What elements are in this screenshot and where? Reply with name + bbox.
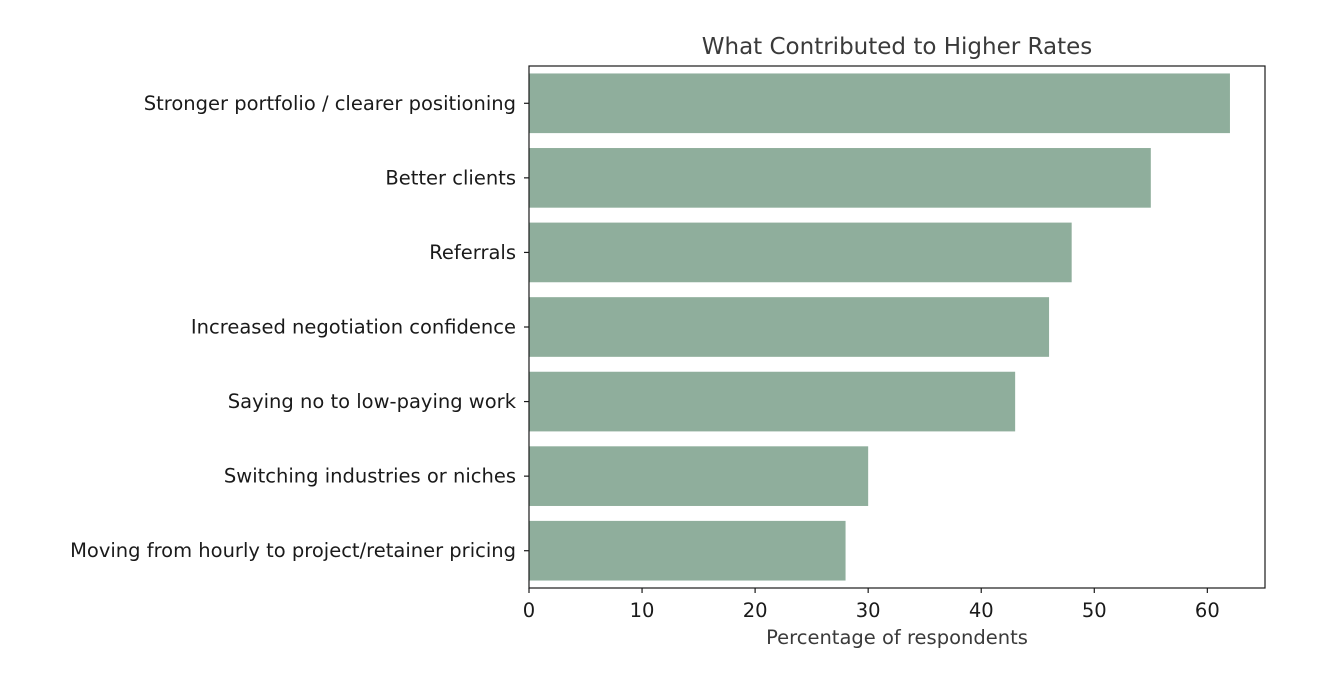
category-label: Saying no to low-paying work [228, 390, 517, 413]
bar-0 [529, 73, 1230, 134]
bar-3 [529, 297, 1050, 357]
category-label: Stronger portfolio / clearer positioning [144, 92, 516, 115]
bar-1 [529, 148, 1151, 208]
x-tick-label: 40 [969, 599, 994, 622]
x-axis-ticks: 0 10 20 30 40 50 60 [523, 588, 1220, 622]
bar-2 [529, 222, 1072, 283]
bar-5 [529, 446, 869, 506]
x-tick-label: 20 [743, 599, 768, 622]
x-tick-label: 30 [856, 599, 881, 622]
x-tick-label: 10 [630, 599, 655, 622]
x-axis-label: Percentage of respondents [766, 626, 1028, 649]
x-tick-label: 50 [1082, 599, 1107, 622]
category-label: Increased negotiation confidence [191, 316, 516, 339]
category-label: Referrals [429, 241, 516, 264]
category-label: Better clients [385, 166, 516, 189]
category-labels: Stronger portfolio / clearer positioning… [70, 92, 517, 562]
category-label: Moving from hourly to project/retainer p… [70, 539, 516, 562]
chart-title: What Contributed to Higher Rates [702, 34, 1092, 60]
bar-4 [529, 371, 1016, 432]
category-label: Switching industries or niches [224, 465, 516, 488]
x-tick-label: 0 [523, 599, 535, 622]
y-axis-ticks [524, 102, 529, 552]
plot-frame [528, 65, 1266, 589]
x-tick-label: 60 [1195, 599, 1220, 622]
bar-6 [529, 520, 846, 581]
bars-group [529, 73, 1230, 581]
